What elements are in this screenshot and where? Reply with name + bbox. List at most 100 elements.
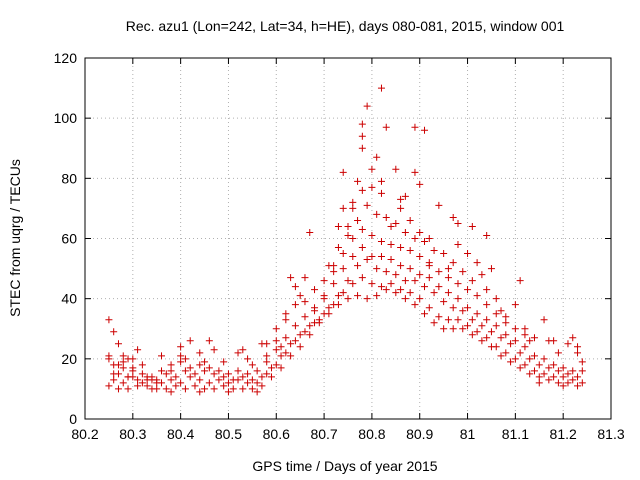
data-point — [511, 301, 519, 309]
data-point — [416, 228, 424, 236]
data-point — [119, 379, 127, 387]
data-point — [421, 238, 429, 246]
data-point — [497, 352, 505, 360]
x-tick-label: 80.6 — [263, 426, 290, 442]
data-point — [186, 337, 194, 345]
x-tick-label: 81.3 — [597, 426, 624, 442]
data-point — [229, 376, 237, 384]
data-point — [550, 337, 558, 345]
data-point — [220, 382, 228, 390]
data-point — [272, 346, 280, 354]
data-point — [492, 322, 500, 330]
x-tick-label: 80.4 — [167, 426, 194, 442]
data-point — [387, 280, 395, 288]
data-point — [569, 376, 577, 384]
data-point — [526, 337, 534, 345]
data-point — [574, 382, 582, 390]
data-point — [421, 310, 429, 318]
data-point — [158, 352, 166, 360]
data-point — [239, 373, 247, 381]
data-point — [253, 379, 261, 387]
data-point — [397, 262, 405, 270]
data-point — [282, 310, 290, 318]
data-point — [291, 283, 299, 291]
data-point — [478, 271, 486, 279]
data-point — [444, 274, 452, 282]
data-point — [454, 241, 462, 249]
data-point — [349, 253, 357, 261]
data-point — [358, 144, 366, 152]
data-point — [382, 213, 390, 221]
data-point — [201, 358, 209, 366]
data-point — [105, 382, 113, 390]
data-point — [468, 222, 476, 230]
data-point — [344, 295, 352, 303]
data-point — [449, 259, 457, 267]
data-point — [382, 268, 390, 276]
data-point — [354, 292, 362, 300]
data-point — [296, 343, 304, 351]
data-point — [487, 328, 495, 336]
data-point — [368, 280, 376, 288]
data-point — [411, 277, 419, 285]
data-point — [502, 349, 510, 357]
data-point — [148, 385, 156, 393]
data-point — [114, 385, 122, 393]
data-point — [354, 216, 362, 224]
x-tick-label: 80.9 — [406, 426, 433, 442]
data-point — [124, 385, 132, 393]
data-point — [320, 277, 328, 285]
data-point — [449, 213, 457, 221]
data-point — [511, 355, 519, 363]
data-point — [492, 343, 500, 351]
data-point — [248, 361, 256, 369]
data-point — [167, 361, 175, 369]
data-point — [444, 316, 452, 324]
data-point — [167, 376, 175, 384]
data-point — [191, 382, 199, 390]
x-tick-label: 81.1 — [502, 426, 529, 442]
data-point — [363, 102, 371, 110]
x-tick-label: 80.7 — [310, 426, 337, 442]
data-point — [186, 373, 194, 381]
data-point — [138, 379, 146, 387]
data-point — [277, 343, 285, 351]
data-point — [239, 346, 247, 354]
data-point — [215, 367, 223, 375]
data-point — [277, 364, 285, 372]
data-point — [530, 367, 538, 375]
data-point — [334, 222, 342, 230]
data-point — [358, 120, 366, 128]
data-point — [401, 228, 409, 236]
data-point — [311, 307, 319, 315]
data-point — [320, 292, 328, 300]
data-point — [158, 379, 166, 387]
data-point — [239, 385, 247, 393]
data-point — [339, 168, 347, 176]
data-point — [425, 304, 433, 312]
data-point — [411, 301, 419, 309]
data-point — [444, 265, 452, 273]
data-point — [507, 358, 515, 366]
data-point — [258, 373, 266, 381]
data-point — [344, 231, 352, 239]
data-point — [263, 370, 271, 378]
data-point — [483, 334, 491, 342]
data-point — [282, 334, 290, 342]
data-point — [406, 289, 414, 297]
data-point — [526, 355, 534, 363]
data-point — [421, 126, 429, 134]
data-point — [464, 304, 472, 312]
data-point — [578, 367, 586, 375]
x-tick-label: 81 — [460, 426, 476, 442]
data-point — [291, 337, 299, 345]
data-point — [368, 165, 376, 173]
data-point — [244, 355, 252, 363]
data-point — [301, 298, 309, 306]
data-point — [196, 361, 204, 369]
data-point — [507, 340, 515, 348]
data-point — [215, 376, 223, 384]
data-point — [311, 286, 319, 294]
y-tick-label: 60 — [61, 231, 77, 247]
x-tick-label: 80.8 — [358, 426, 385, 442]
